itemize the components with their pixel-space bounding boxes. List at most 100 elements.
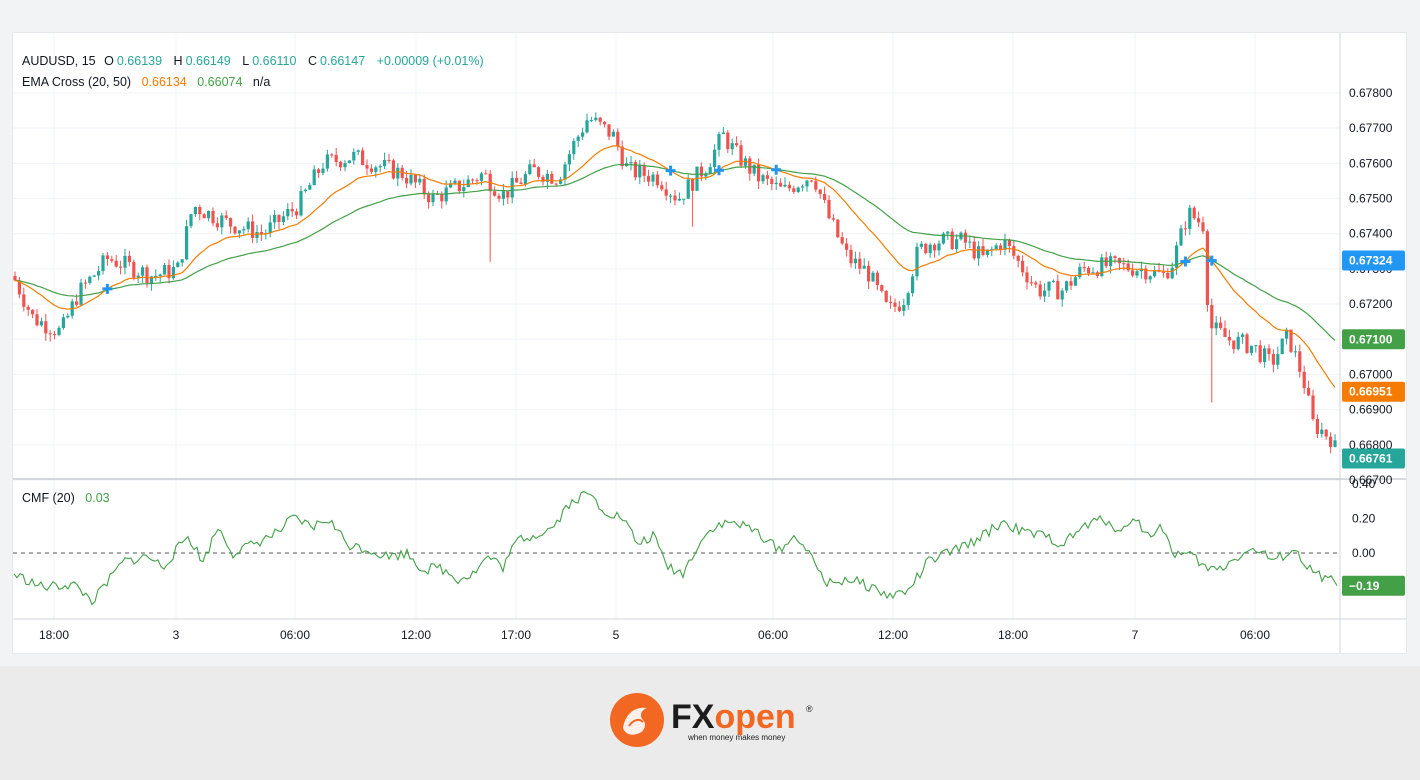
candle-body [251,221,255,238]
candle-body [167,265,171,279]
time-tick-label: 17:00 [501,628,531,642]
chart-canvas[interactable]: 0.67800 0.67700 0.67600 0.67500 0.67400 0.673… [13,33,1406,653]
candle-body [475,180,479,182]
candle-body [1285,329,1289,339]
candle-body [603,121,607,125]
footer-band [0,666,1420,780]
ema-fast-value: 0.66134 [141,75,187,89]
candle-body [673,195,677,201]
candle-body [1034,282,1038,285]
candle-body [642,165,646,176]
candle-body [880,285,884,292]
ema-cross-marker-icon [1206,255,1217,266]
candle-body [211,211,215,224]
candle-body [145,267,149,284]
candle-body [1276,354,1280,365]
candle-body [66,315,70,318]
ema-slow-value: 0.66074 [197,75,243,89]
price-tick-label: 0.67700 [1349,121,1393,135]
candle-body [1271,354,1275,365]
ema-20-line [14,145,1336,388]
cmf-label[interactable]: CMF (20) [22,491,75,505]
candle-body [193,207,197,215]
candle-body [849,249,853,264]
candle-body [405,177,409,184]
candle-body [422,178,426,195]
candle-body [79,282,83,305]
candle-body [739,145,743,166]
price-tick-label: 0.66700 [1349,473,1393,487]
candle-body [105,255,109,260]
candle-body [537,167,541,177]
candle-body [933,244,937,251]
price-tick-label: 0.67800 [1349,86,1393,100]
candle-body [999,245,1003,250]
candle-body [963,232,967,243]
candle-body [1280,338,1284,355]
cmf-tick-label: 0.40 [1352,477,1376,491]
candle-body [295,211,299,216]
price-tick-label: 0.67200 [1349,297,1393,311]
candle-body [655,174,659,186]
candle-body [836,219,840,238]
candle-body [1065,281,1069,291]
candle-body [572,140,576,155]
candle-body [149,276,153,284]
candle-body [1161,271,1165,273]
candle-body [968,241,972,243]
candle-body [1126,263,1130,271]
candle-body [1073,277,1077,286]
time-tick-label: 12:00 [401,628,431,642]
candle-body [928,244,932,254]
close-label: C [307,54,317,68]
candle-body [735,143,739,146]
fxopen-logo[interactable]: FXopen ® when money makes money [609,690,819,752]
candle-body [823,193,827,200]
candle-body [466,179,470,188]
candle-body [189,214,193,227]
ema-label[interactable]: EMA Cross (20, 50) [22,75,132,89]
cmf-legend: CMF (20) 0.03 [22,491,113,505]
registered-mark: ® [806,704,813,714]
candle-body [321,168,325,173]
candle-body [484,173,488,175]
candle-body [541,176,545,182]
candle-body [889,301,893,303]
logo-text-open: open [714,698,795,736]
ema-lines [14,145,1336,388]
candle-body [801,186,805,188]
candle-body [792,188,796,192]
candle-body [581,132,585,137]
candle-body [717,134,721,150]
candle-body [440,194,444,202]
time-axis[interactable]: 18:00 3 06:00 12:00 17:00 5 06:00 12:00 18:00 7 06… [39,628,1270,642]
candle-body [902,305,906,311]
candle-body [818,189,822,194]
candle-body [950,231,954,250]
ema-cross-marker-icon [714,165,724,176]
candle-body [1183,228,1187,230]
candle-body [748,158,752,174]
candle-body [185,226,189,260]
candle-body [75,301,79,305]
ema-cross-markers [102,164,1217,294]
candle-body [1082,267,1086,269]
price-tick-label: 0.67600 [1349,156,1393,170]
candle-body [44,321,48,334]
candle-body [977,246,981,259]
candle-body [1311,395,1315,420]
candles[interactable] [13,112,1337,454]
candle-body [730,143,734,150]
candle-body [163,265,167,275]
candle-body [132,261,136,278]
chart-panel[interactable]: 0.67800 0.67700 0.67600 0.67500 0.67400 0.673… [12,32,1407,654]
candle-body [136,275,140,278]
candle-body [638,165,642,178]
candle-body [1166,272,1170,279]
candle-body [409,174,413,184]
symbol-label[interactable]: AUDUSD, 15 [22,54,96,68]
candle-body [1236,336,1240,350]
candle-body [303,189,307,192]
candle-body [545,173,549,182]
time-tick-label: 06:00 [280,628,310,642]
